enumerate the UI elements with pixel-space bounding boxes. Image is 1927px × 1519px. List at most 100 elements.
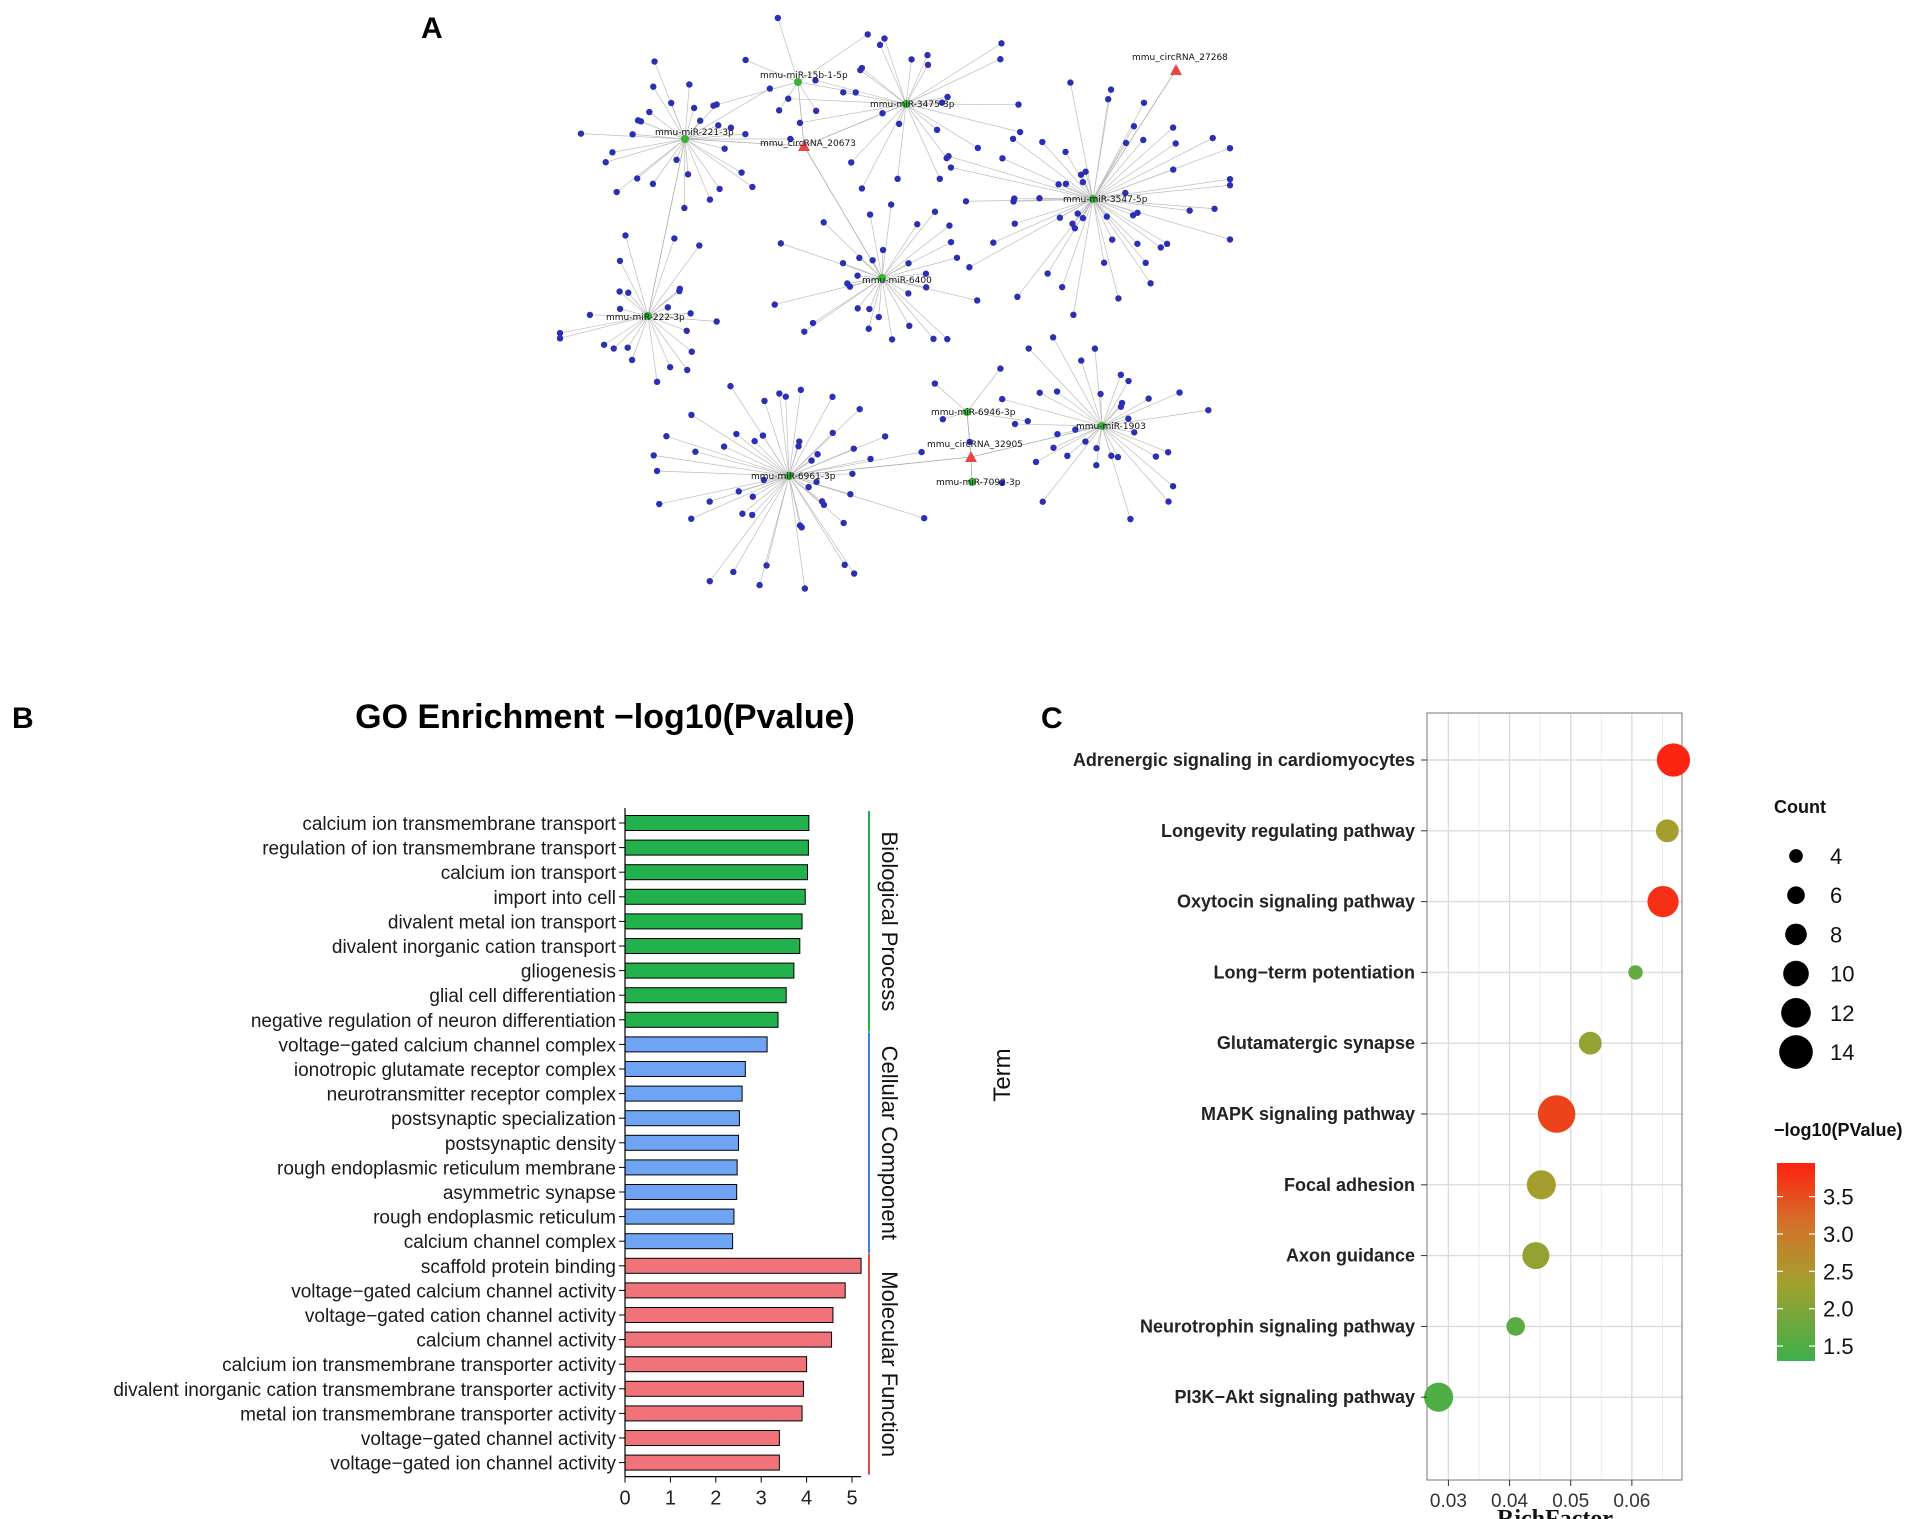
network-target-node	[879, 110, 886, 117]
network-target-node	[1108, 452, 1115, 459]
network-edge	[881, 257, 958, 279]
network-target-node	[756, 581, 763, 589]
network-target-node	[850, 445, 857, 452]
go-bar	[624, 1208, 735, 1225]
kegg-x-tick-label: 0.06	[1613, 1491, 1650, 1512]
circrna-label-c27268: mmu_circRNA_27268	[1132, 53, 1228, 63]
network-target-node	[1142, 259, 1149, 267]
network-edge	[619, 291, 649, 317]
network-target-node	[688, 348, 695, 355]
go-bar	[624, 815, 810, 831]
network-edge	[589, 314, 649, 317]
network-edge	[763, 475, 790, 481]
network-edge	[647, 315, 688, 371]
network-target-node	[749, 511, 756, 519]
circrna-label-c20673: mmu_circRNA_20673	[760, 139, 856, 149]
network-target-node	[687, 310, 694, 317]
network-target-node	[1082, 168, 1089, 175]
network-target-node	[1039, 498, 1046, 505]
network-target-node	[875, 313, 882, 321]
network-target-node	[953, 254, 961, 261]
network-target-node	[1170, 166, 1177, 173]
network-edge	[752, 475, 790, 498]
network-edge	[1074, 198, 1094, 229]
network-edge	[1092, 198, 1113, 240]
kegg-point	[1655, 819, 1679, 843]
go-term-label: regulation of ion transmembrane transpor…	[262, 839, 617, 860]
network-edge	[653, 455, 790, 477]
network-edge	[788, 456, 972, 477]
network-edge	[764, 400, 790, 477]
count-legend-label: 6	[1830, 883, 1842, 908]
network-target-node	[850, 570, 858, 577]
network-target-node	[637, 118, 645, 125]
network-edge	[797, 81, 856, 93]
network-edge	[723, 446, 790, 477]
network-edge	[788, 475, 844, 524]
network-edge	[881, 273, 926, 279]
network-target-node	[1058, 283, 1066, 291]
network-target-node	[881, 433, 889, 440]
circrna-node-c27268	[1170, 64, 1182, 75]
mirna-node-m3475	[902, 100, 910, 108]
network-target-node	[1129, 212, 1137, 219]
network-target-node	[908, 56, 915, 63]
go-bar	[624, 1257, 862, 1274]
network-target-node	[801, 585, 809, 592]
go-chart-title: GO Enrichment −log10(Pvalue)	[355, 698, 855, 736]
network-edge	[1092, 198, 1105, 263]
network-edge	[1092, 127, 1174, 200]
go-term-label: calcium channel complex	[404, 1232, 617, 1253]
network-target-node	[1163, 240, 1171, 248]
network-target-node	[633, 175, 641, 182]
network-target-node	[681, 204, 688, 212]
network-edge	[1092, 89, 1112, 200]
network-target-node	[936, 175, 943, 183]
panel-label-c: C	[1041, 702, 1063, 735]
network-edge	[905, 64, 929, 105]
network-target-node	[716, 185, 723, 193]
go-bar	[624, 888, 806, 905]
network-target-node	[730, 568, 737, 576]
network-target-node	[962, 198, 970, 205]
go-bar	[624, 962, 795, 979]
network-edge	[745, 59, 799, 83]
network-target-node	[653, 378, 661, 386]
network-edge	[881, 250, 884, 279]
network-edge	[1028, 348, 1103, 427]
network-edge	[625, 235, 649, 317]
go-bar	[624, 1036, 768, 1053]
go-term-label: calcium ion transmembrane transport	[302, 814, 616, 835]
network-target-node	[796, 119, 804, 127]
network-target-node	[944, 93, 951, 101]
network-graph: mmu-miR-221-3p mmu-miR-222-3p mmu-miR-15b-…	[556, 14, 1234, 592]
network-edge	[684, 138, 742, 173]
network-edge	[616, 138, 686, 193]
network-target-node	[906, 322, 913, 330]
kegg-term-label: Adrenergic signaling in cardiomyocytes	[1073, 750, 1415, 770]
network-target-node	[895, 120, 903, 128]
network-edge	[785, 396, 790, 477]
go-category-label: Molecular Function	[877, 1271, 902, 1457]
network-edge	[788, 458, 871, 477]
network-edge	[804, 277, 883, 332]
network-target-node	[947, 238, 955, 246]
network-target-node	[1125, 377, 1132, 385]
network-target-node	[839, 259, 847, 267]
network-target-node	[887, 201, 895, 208]
network-target-node	[1122, 189, 1129, 197]
network-edge	[788, 475, 801, 526]
network-target-nodes	[556, 14, 1234, 592]
go-bar	[624, 1134, 739, 1151]
network-target-node	[749, 183, 756, 191]
go-x-tick-label: 4	[801, 1488, 812, 1510]
network-edge	[684, 127, 732, 140]
network-target-node	[938, 99, 946, 106]
network-edge	[1092, 69, 1177, 200]
go-term-label: calcium ion transmembrane transporter ac…	[222, 1355, 616, 1376]
network-edge	[1002, 398, 1103, 427]
network-target-node	[1209, 134, 1216, 142]
network-target-node	[1176, 389, 1183, 396]
mirna-node-m6946	[963, 408, 971, 416]
